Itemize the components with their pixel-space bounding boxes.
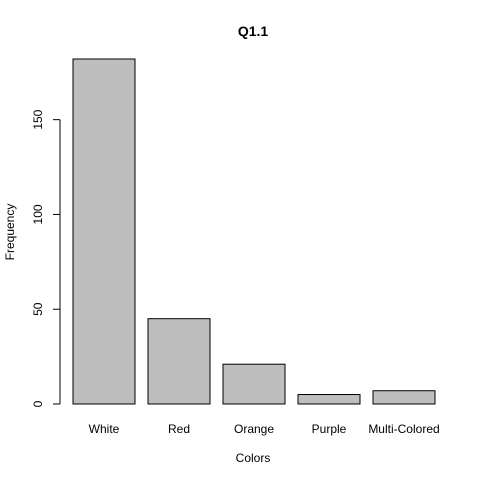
bar-multi-colored	[372, 390, 436, 405]
y-tick-label: 150	[31, 109, 45, 129]
x-axis-label: Colors	[236, 451, 271, 465]
category-label: Multi-Colored	[368, 422, 439, 436]
bar-red	[147, 318, 211, 405]
chart-title: Q1.1	[238, 23, 269, 39]
y-tick-label: 0	[31, 400, 45, 407]
category-label: Orange	[234, 422, 274, 436]
category-label: Purple	[312, 422, 347, 436]
y-axis: 0 50 100 150	[31, 109, 61, 407]
category-label: Red	[168, 422, 190, 436]
bar-purple	[297, 394, 361, 405]
bars-group	[72, 58, 436, 405]
category-label: White	[89, 422, 120, 436]
y-tick-label: 50	[31, 302, 45, 316]
bar-white	[72, 58, 136, 405]
y-axis-label: Frequency	[3, 204, 17, 261]
category-labels: White Red Orange Purple Multi-Colored	[89, 422, 440, 436]
y-tick-label: 100	[31, 204, 45, 224]
bar-orange	[222, 363, 286, 405]
